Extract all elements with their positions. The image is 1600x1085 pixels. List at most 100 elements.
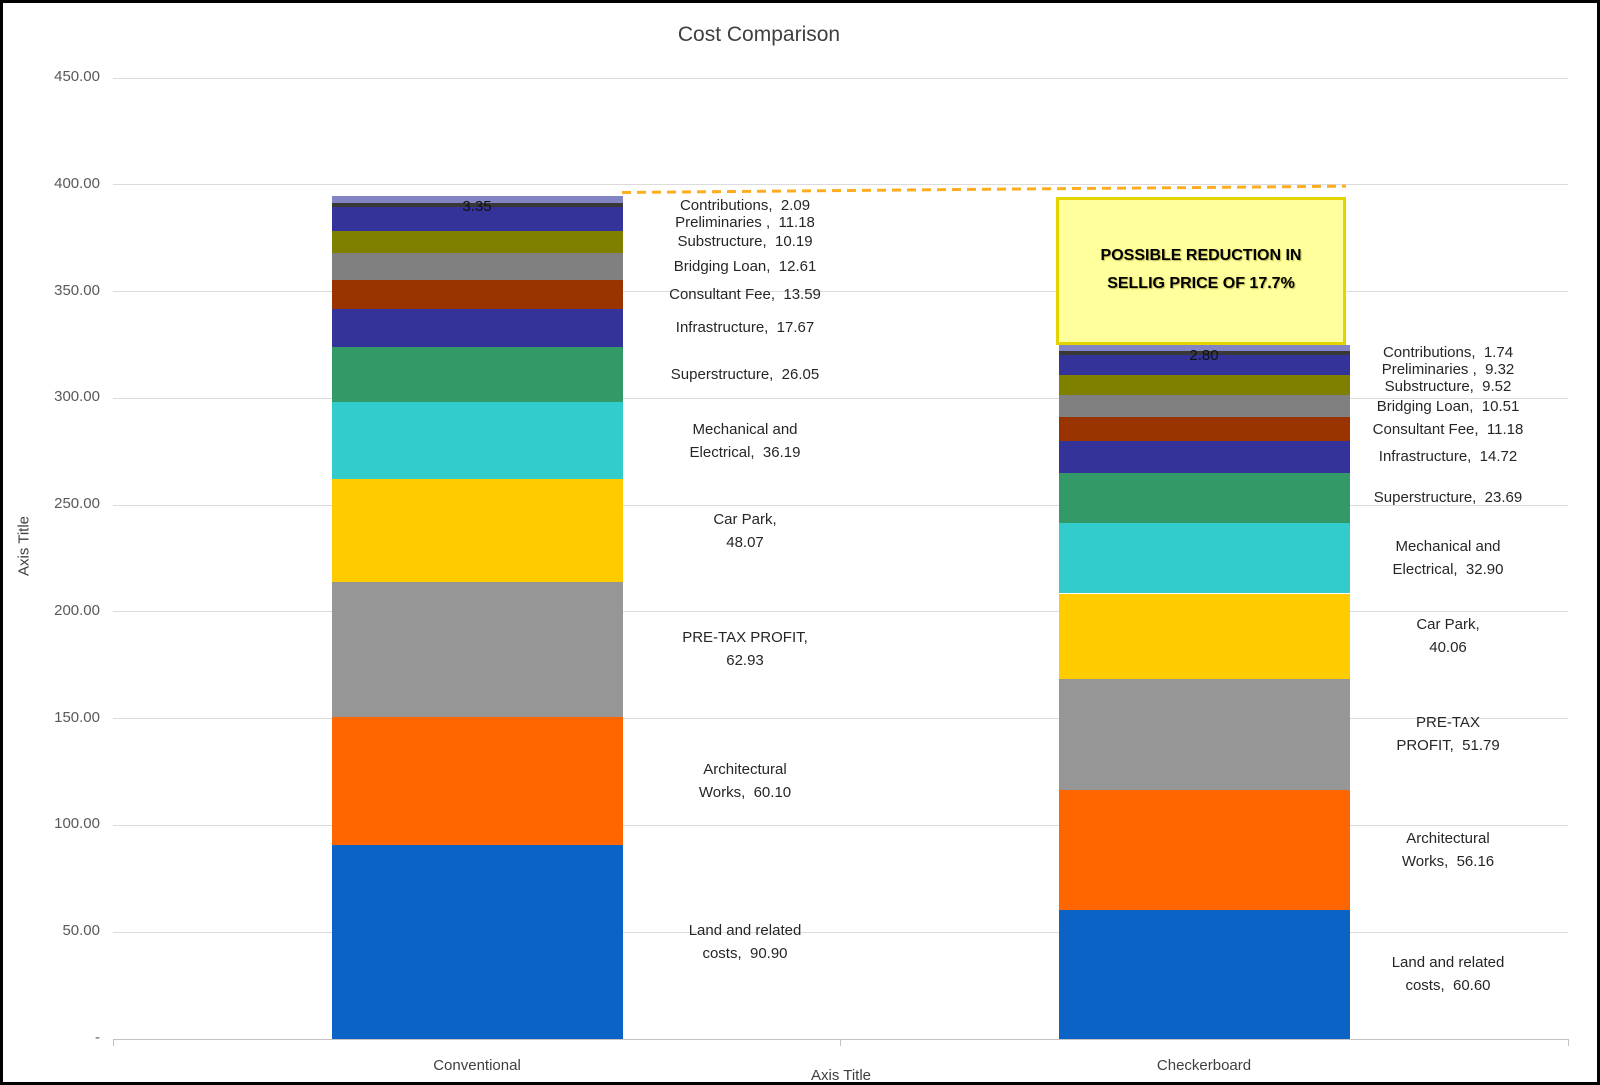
annotation-text-line1: POSSIBLE REDUCTION IN xyxy=(1100,247,1302,264)
data-label-checkerboard-bridging-loan: Bridging Loan, 10.51 xyxy=(1377,395,1520,418)
data-label-line: Mechanical and xyxy=(1395,538,1501,556)
data-label-checkerboard-architectural-works: Architectural Works, 56.16 xyxy=(1402,827,1494,873)
data-label-conventional-pre-tax-profit: PRE-TAX PROFIT, 62.93 xyxy=(682,626,808,672)
bar-segment-checkerboard-consultant-fee xyxy=(1058,417,1350,442)
data-label-line: Substructure, 9.52 xyxy=(1384,378,1512,396)
data-label-line: Car Park, xyxy=(713,510,777,528)
bar-segment-checkerboard-top-segment xyxy=(1058,344,1350,351)
x-axis-tick xyxy=(1568,1039,1569,1046)
bar-segment-checkerboard-contributions xyxy=(1058,350,1350,355)
bar-segment-conventional-consultant-fee xyxy=(331,279,623,309)
gridline xyxy=(113,825,1568,826)
bar-segment-conventional-substructure xyxy=(331,231,623,253)
data-label-checkerboard-substructure: Substructure, 9.52 xyxy=(1385,375,1512,398)
data-label-line: Preliminaries , 9.32 xyxy=(1381,361,1515,379)
data-label-line: Contributions, 1.74 xyxy=(1382,344,1514,362)
gridline xyxy=(113,718,1568,719)
data-label-conventional-mechanical-and-electrical: Mechanical and Electrical, 36.19 xyxy=(690,418,801,464)
data-label-line: Substructure, 10.19 xyxy=(677,233,813,251)
bar-segment-checkerboard-land-and-related-costs xyxy=(1058,909,1350,1039)
y-tick-label: 300.00 xyxy=(54,388,100,406)
annotation-callout: POSSIBLE REDUCTION IN SELLIG PRICE OF 17… xyxy=(1056,197,1346,345)
y-tick-label: 350.00 xyxy=(54,281,100,299)
data-label-conventional-land-and-related-costs: Land and related costs, 90.90 xyxy=(689,919,802,965)
y-tick-label: - xyxy=(95,1029,100,1046)
gridline xyxy=(113,505,1568,506)
y-tick-label: 150.00 xyxy=(54,708,100,726)
data-label-conventional-car-park: Car Park, 48.07 xyxy=(713,508,776,554)
gridline xyxy=(113,291,1568,292)
gridline xyxy=(113,78,1568,79)
data-label-checkerboard-car-park: Car Park, 40.06 xyxy=(1416,613,1479,659)
data-label-line: PROFIT, 51.79 xyxy=(1396,737,1500,755)
bar-segment-conventional-pre-tax-profit xyxy=(331,582,623,717)
y-tick-label: 250.00 xyxy=(54,495,100,513)
data-label-line: Bridging Loan, 10.51 xyxy=(1376,397,1520,415)
bar-segment-checkerboard-superstructure xyxy=(1058,472,1350,524)
category-label-conventional: Conventional xyxy=(433,1057,521,1074)
gridline xyxy=(113,398,1568,399)
data-label-line: Architectural xyxy=(703,760,787,778)
y-tick-label: 400.00 xyxy=(54,174,100,192)
bar-segment-checkerboard-substructure xyxy=(1058,374,1350,395)
data-label-line: Architectural xyxy=(1406,829,1490,847)
data-label-checkerboard-consultant-fee: Consultant Fee, 11.18 xyxy=(1373,418,1524,441)
data-label-line: Mechanical and xyxy=(692,420,798,438)
data-label-line: Land and related xyxy=(1391,954,1505,972)
data-label-line: Superstructure, 23.69 xyxy=(1373,489,1523,507)
data-label-conventional-infrastructure: Infrastructure, 17.67 xyxy=(676,316,814,339)
bar-segment-checkerboard-bridging-loan xyxy=(1058,394,1350,418)
gridline xyxy=(113,184,1568,185)
bar-value-label: 2.80 xyxy=(1189,346,1219,364)
data-label-line: PRE-TAX PROFIT, xyxy=(682,629,808,647)
bar-segment-conventional-contributions xyxy=(331,202,623,208)
data-label-conventional-superstructure: Superstructure, 26.05 xyxy=(671,363,819,386)
gridline xyxy=(113,932,1568,933)
gridline xyxy=(113,611,1568,612)
data-label-line: PRE-TAX xyxy=(1416,714,1480,732)
bar-segment-conventional-bridging-loan xyxy=(331,252,623,280)
bar-segment-checkerboard-architectural-works xyxy=(1058,789,1350,910)
data-label-line: Consultant Fee, 11.18 xyxy=(1372,420,1524,438)
data-label-line: Bridging Loan, 12.61 xyxy=(673,257,817,275)
data-label-conventional-bridging-loan: Bridging Loan, 12.61 xyxy=(674,255,817,278)
bar-segment-checkerboard-preliminaries xyxy=(1058,354,1350,375)
bar-segment-checkerboard-infrastructure xyxy=(1058,441,1350,473)
bar-segment-checkerboard-pre-tax-profit xyxy=(1058,679,1350,790)
data-label-line: 40.06 xyxy=(1429,639,1467,657)
x-axis-tick xyxy=(840,1039,841,1046)
data-label-conventional-architectural-works: Architectural Works, 60.10 xyxy=(699,758,791,804)
x-axis-tick xyxy=(113,1039,114,1046)
data-label-conventional-preliminaries: Preliminaries , 11.18 xyxy=(675,211,815,234)
bar-segment-conventional-architectural-works xyxy=(331,716,623,845)
data-label-line: Infrastructure, 17.67 xyxy=(675,319,815,337)
data-label-line: Works, 56.16 xyxy=(1401,852,1495,870)
data-label-checkerboard-mechanical-and-electrical: Mechanical and Electrical, 32.90 xyxy=(1393,535,1504,581)
bar-segment-conventional-mechanical-and-electrical xyxy=(331,402,623,480)
data-label-line: 48.07 xyxy=(726,533,764,551)
data-label-line: Electrical, 32.90 xyxy=(1392,561,1504,579)
x-axis-title: Axis Title xyxy=(810,1067,872,1084)
bar-segment-conventional-top-segment xyxy=(331,195,623,203)
bar-segment-checkerboard-mechanical-and-electrical xyxy=(1058,523,1350,594)
bar-segment-checkerboard-car-park xyxy=(1058,593,1350,680)
data-label-line: Land and related xyxy=(688,921,802,939)
data-label-conventional-contributions: Contributions, 2.09 xyxy=(680,194,810,217)
data-label-checkerboard-preliminaries: Preliminaries , 9.32 xyxy=(1382,358,1515,381)
y-axis-title: Axis Title xyxy=(15,515,33,577)
data-label-line: Contributions, 2.09 xyxy=(679,196,811,214)
chart-title: Cost Comparison xyxy=(677,23,841,46)
data-label-line: Superstructure, 26.05 xyxy=(670,365,820,383)
data-label-checkerboard-land-and-related-costs: Land and related costs, 60.60 xyxy=(1392,951,1505,997)
bar-segment-conventional-infrastructure xyxy=(331,308,623,347)
y-tick-label: 450.00 xyxy=(54,68,100,85)
data-label-line: Works, 60.10 xyxy=(698,783,792,801)
y-tick-label: 50.00 xyxy=(62,922,100,940)
data-label-line: Car Park, xyxy=(1416,616,1480,634)
bar-segment-conventional-car-park xyxy=(331,479,623,583)
data-label-checkerboard-pre-tax-profit: PRE-TAX PROFIT, 51.79 xyxy=(1396,711,1499,757)
data-label-line: Preliminaries , 11.18 xyxy=(675,213,815,231)
data-label-line: Consultant Fee, 13.59 xyxy=(669,285,821,303)
bar-segment-conventional-land-and-related-costs xyxy=(331,844,623,1039)
